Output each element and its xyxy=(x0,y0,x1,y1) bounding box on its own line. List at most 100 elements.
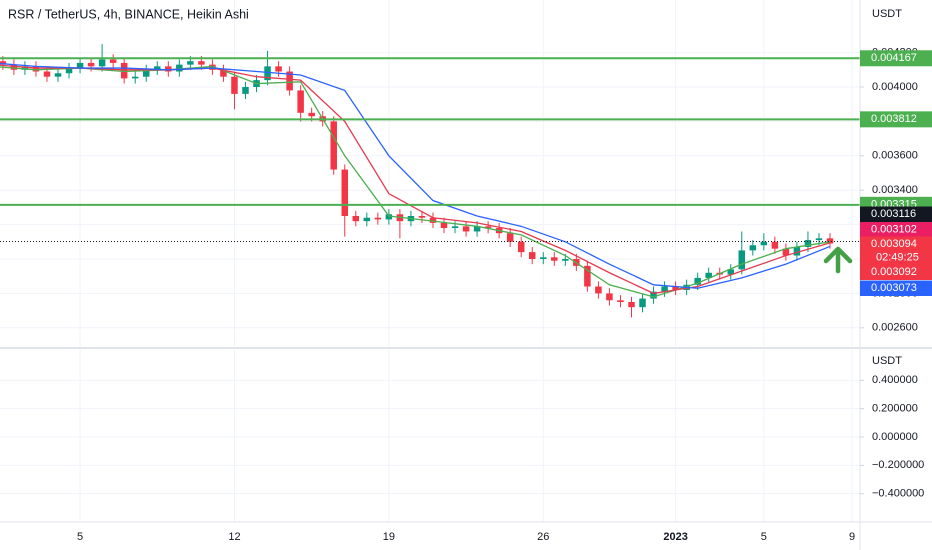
candle-body xyxy=(451,226,459,229)
candle-body xyxy=(198,61,205,65)
candle-body xyxy=(385,214,393,220)
candle-body xyxy=(297,90,304,113)
level-label-box xyxy=(860,50,932,67)
candle-body xyxy=(76,62,84,69)
level-label-box xyxy=(860,111,932,128)
candle-body xyxy=(639,298,646,308)
candle-body xyxy=(738,250,746,270)
y-tick-label: 0.400000 xyxy=(872,374,918,386)
candle-body xyxy=(606,293,613,301)
y-tick-label: 0.003400 xyxy=(872,184,918,196)
candle-body xyxy=(120,62,128,79)
y-tick-label: 0.002600 xyxy=(872,322,918,334)
candle-body xyxy=(672,286,679,290)
price-label-box xyxy=(860,206,932,222)
candle-body xyxy=(418,216,426,218)
candle-body xyxy=(32,66,40,72)
x-tick-label: 19 xyxy=(383,531,395,543)
candle-body xyxy=(506,233,514,242)
x-tick-label: 9 xyxy=(849,531,855,543)
candle-body xyxy=(540,257,547,259)
candle-body xyxy=(374,217,382,220)
price-label-box xyxy=(860,222,932,238)
y-axis-label: USDT xyxy=(872,355,902,367)
countdown: 02:49:25 xyxy=(876,251,919,263)
candle-body xyxy=(760,241,768,246)
candle-body xyxy=(220,69,227,77)
x-tick-label: 5 xyxy=(77,531,83,543)
candle-body xyxy=(308,112,315,117)
candle-body xyxy=(473,226,481,232)
y-tick-label: 0.200000 xyxy=(872,403,918,415)
candle-body xyxy=(705,272,712,278)
candle-body xyxy=(264,66,271,81)
arrow-annotation xyxy=(823,246,853,274)
candle-body xyxy=(617,300,624,302)
candle-body xyxy=(231,76,238,94)
candle-body xyxy=(330,121,337,170)
candle-body xyxy=(595,286,602,294)
y-tick-label: 0.004000 xyxy=(872,81,918,93)
candle-body xyxy=(54,73,62,77)
moving-average-line xyxy=(0,62,831,289)
candle-body xyxy=(628,302,635,308)
chart-title: RSR / TetherUS, 4h, BINANCE, Heikin Ashi xyxy=(8,7,249,21)
candle-body xyxy=(165,66,172,72)
candle-body xyxy=(98,59,106,67)
y-axis-label: USDT xyxy=(872,8,902,20)
candle-body xyxy=(10,64,18,70)
candle-body xyxy=(440,222,448,229)
candle-body xyxy=(793,246,801,256)
y-tick-label: 0.003600 xyxy=(872,150,918,162)
price-label-box xyxy=(860,236,932,266)
y-tick-label: −0.200000 xyxy=(872,459,924,471)
candle-body xyxy=(65,68,73,74)
candle-body xyxy=(771,241,779,249)
candle-body xyxy=(0,61,7,65)
candle-body xyxy=(528,252,536,259)
x-tick-label: 26 xyxy=(537,531,549,543)
candle-body xyxy=(87,62,95,67)
candle-body xyxy=(815,238,823,241)
candle-body xyxy=(584,265,591,287)
moving-average-line xyxy=(0,65,831,298)
candle-body xyxy=(749,245,757,251)
candle-body xyxy=(43,71,51,77)
candle-body xyxy=(429,217,437,223)
axes: 51219262023590.0026000.0028000.0030000.0… xyxy=(77,47,924,543)
candle-body xyxy=(517,241,525,253)
candle-body xyxy=(363,217,371,222)
candle-body xyxy=(242,87,249,94)
y-tick-label: −0.400000 xyxy=(872,488,924,500)
candle-body xyxy=(650,291,657,299)
plot-area xyxy=(0,44,860,318)
candle-body xyxy=(21,66,29,70)
candle-body xyxy=(804,240,812,247)
price-label-box xyxy=(860,264,932,280)
candle-body xyxy=(562,259,569,261)
candle-body xyxy=(209,64,216,70)
candle-body xyxy=(131,76,139,79)
candle-body xyxy=(462,226,470,232)
price-label: 0.003102 xyxy=(871,223,917,235)
level-label: 0.004167 xyxy=(871,52,917,64)
price-label: 0.003116 xyxy=(871,208,916,220)
grid xyxy=(0,0,860,522)
candle-body xyxy=(352,216,360,222)
candle-body xyxy=(727,269,734,275)
candle-body xyxy=(275,66,282,72)
candle-body xyxy=(661,286,668,292)
price-label-box xyxy=(860,280,932,296)
candle-body xyxy=(154,66,161,70)
candle-body xyxy=(551,257,558,261)
price-labels: 0.0041670.0038120.0033150.0031160.003102… xyxy=(860,50,932,296)
x-tick-label: 5 xyxy=(761,531,767,543)
candle-body xyxy=(341,169,348,216)
candle-body xyxy=(484,226,492,229)
candle-body xyxy=(176,64,183,72)
candle-body xyxy=(187,61,194,65)
candle-body xyxy=(782,248,790,256)
candle-body xyxy=(109,59,117,63)
